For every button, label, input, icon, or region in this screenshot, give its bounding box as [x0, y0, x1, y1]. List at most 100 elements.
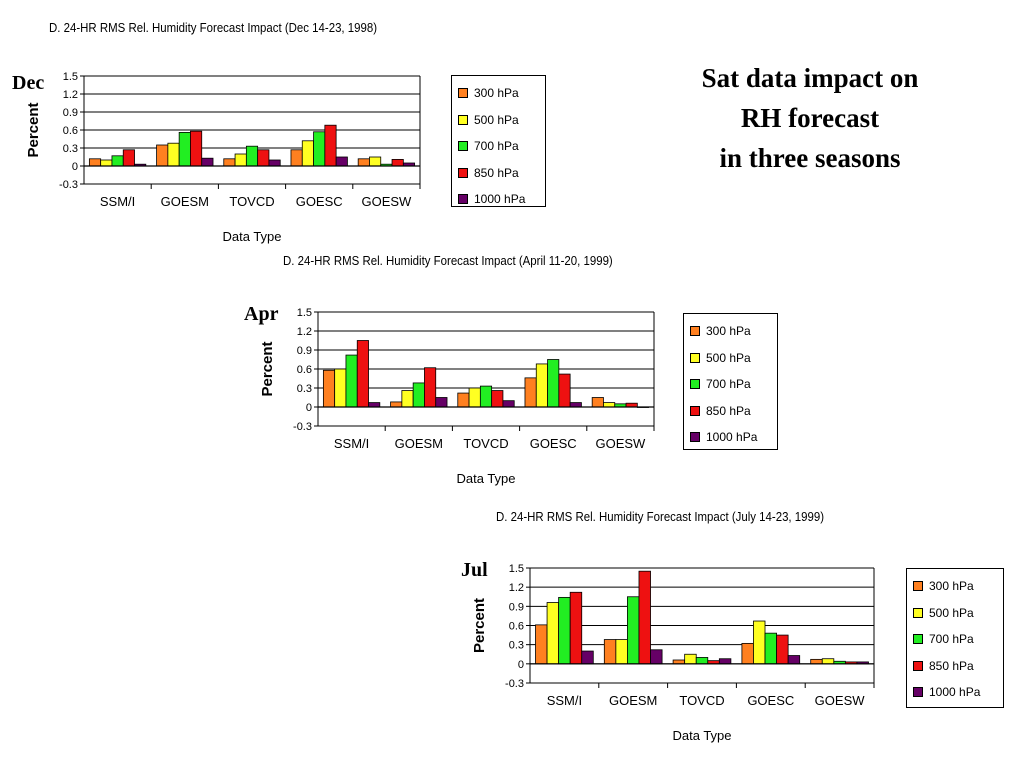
- legend-item: 700 hPa: [458, 133, 545, 160]
- x-tick-label: GOESW: [361, 194, 412, 209]
- x-tick-label: GOESC: [296, 194, 343, 209]
- y-tick-label: 0.6: [63, 125, 78, 137]
- legend-swatch: [690, 352, 700, 363]
- x-tick-label: TOVCD: [229, 194, 274, 209]
- y-tick-label: 1.2: [297, 326, 312, 338]
- x-axis-label: Data Type: [456, 471, 515, 486]
- x-tick-label: GOESM: [161, 194, 209, 209]
- y-tick-label: 0: [72, 161, 78, 173]
- bar-jul-ssmi-s1: [546, 602, 560, 665]
- y-axis-label: Percent: [259, 341, 276, 396]
- y-tick-label: -0.3: [505, 678, 524, 690]
- bar-jul-goesm-s3: [638, 570, 651, 665]
- legend-item: 850 hPa: [913, 653, 1003, 680]
- chart-title-dec: D. 24-HR RMS Rel. Humidity Forecast Impa…: [49, 20, 378, 35]
- y-tick-label: 0: [306, 402, 312, 414]
- x-tick-label: GOESW: [815, 693, 866, 708]
- legend-swatch: [458, 167, 468, 178]
- legend-item: 700 hPa: [690, 371, 777, 398]
- y-tick-label: 0.9: [297, 345, 312, 357]
- legend-label: 300 hPa: [474, 86, 519, 101]
- legend-apr: 300 hPa 500 hPa 700 hPa 850 hPa 1000 hPa: [683, 313, 778, 450]
- legend-dec: 300 hPa 500 hPa 700 hPa 850 hPa 1000 hPa: [451, 75, 546, 207]
- x-tick-label: SSM/I: [100, 194, 135, 209]
- y-tick-label: 0: [518, 659, 524, 671]
- x-tick-label: GOESM: [395, 436, 443, 451]
- legend-label: 1000 hPa: [474, 192, 526, 207]
- legend-label: 700 hPa: [706, 377, 751, 392]
- bar-jul-goesm-s0: [603, 639, 617, 665]
- slide-title-line-1: Sat data impact on: [701, 63, 919, 93]
- legend-swatch: [913, 634, 923, 645]
- x-tick-label: SSM/I: [334, 436, 369, 451]
- chart-title-jul: D. 24-HR RMS Rel. Humidity Forecast Impa…: [496, 509, 825, 524]
- legend-swatch: [458, 114, 468, 125]
- x-axis-label: Data Type: [222, 229, 281, 244]
- bar-jul-tovcd-s4: [718, 658, 732, 665]
- legend-item: 300 hPa: [913, 573, 1003, 600]
- season-label-dec: Dec: [12, 72, 45, 94]
- bar-jul-goesm-s1: [615, 639, 628, 665]
- legend-item: 300 hPa: [690, 318, 777, 345]
- x-tick-label: GOESC: [530, 436, 577, 451]
- legend-label: 500 hPa: [929, 605, 974, 620]
- legend-item: 500 hPa: [458, 107, 545, 134]
- legend-jul: 300 hPa 500 hPa 700 hPa 850 hPa 1000 hPa: [906, 568, 1004, 708]
- legend-item: 1000 hPa: [458, 186, 545, 213]
- slide-title-line-2: RH forecast: [740, 103, 880, 133]
- legend-swatch: [913, 607, 923, 618]
- legend-swatch: [690, 405, 700, 416]
- x-tick-label: TOVCD: [463, 436, 508, 451]
- x-tick-label: TOVCD: [679, 693, 724, 708]
- legend-swatch: [458, 194, 468, 205]
- legend-swatch: [913, 660, 923, 671]
- slide-title-line-3: in three seasons: [719, 143, 901, 173]
- bar-jul-goesc-s4: [787, 655, 801, 665]
- y-tick-label: 1.5: [63, 71, 78, 83]
- y-tick-label: 1.2: [63, 89, 78, 101]
- y-axis-label: Percent: [471, 598, 488, 653]
- legend-label: 1000 hPa: [706, 430, 758, 445]
- season-label-apr: Apr: [244, 303, 279, 325]
- legend-label: 300 hPa: [929, 579, 974, 594]
- legend-swatch: [690, 432, 700, 443]
- bar-jul-tovcd-s2: [695, 657, 709, 665]
- legend-label: 500 hPa: [474, 112, 519, 127]
- y-tick-label: -0.3: [293, 421, 312, 433]
- y-tick-label: 1.5: [509, 563, 524, 575]
- legend-swatch: [690, 379, 700, 390]
- bar-jul-ssmi-s2: [558, 596, 571, 665]
- bar-jul-goesc-s1: [753, 620, 766, 665]
- legend-label: 700 hPa: [929, 632, 974, 647]
- bar-jul-ssmi-s4: [581, 650, 594, 665]
- chart-title-apr: D. 24-HR RMS Rel. Humidity Forecast Impa…: [283, 253, 613, 268]
- x-tick-label: GOESW: [595, 436, 646, 451]
- bar-jul-goesm-s2: [627, 596, 640, 665]
- bar-jul-goesw-s0: [810, 658, 823, 665]
- legend-item: 850 hPa: [458, 160, 545, 187]
- legend-item: 1000 hPa: [690, 424, 777, 451]
- legend-item: 300 hPa: [458, 80, 545, 107]
- slide-title: Sat data impact on RH forecast in three …: [640, 58, 980, 178]
- y-tick-label: -0.3: [59, 179, 78, 191]
- legend-label: 850 hPa: [929, 658, 974, 673]
- legend-item: 1000 hPa: [913, 679, 1003, 706]
- y-tick-label: 0.9: [509, 601, 524, 613]
- y-tick-label: 0.3: [509, 640, 524, 652]
- legend-item: 850 hPa: [690, 398, 777, 425]
- bar-jul-tovcd-s1: [684, 653, 697, 665]
- y-tick-label: 1.5: [297, 307, 312, 319]
- legend-swatch: [913, 687, 923, 698]
- legend-label: 850 hPa: [706, 403, 751, 418]
- legend-swatch: [458, 88, 468, 99]
- y-tick-label: 1.2: [509, 582, 524, 594]
- y-tick-label: 0.3: [297, 383, 312, 395]
- legend-label: 700 hPa: [474, 139, 519, 154]
- legend-label: 300 hPa: [706, 324, 751, 339]
- bar-jul-ssmi-s0: [535, 624, 548, 665]
- y-axis-label: Percent: [25, 102, 42, 157]
- legend-label: 850 hPa: [474, 165, 519, 180]
- legend-item: 500 hPa: [690, 345, 777, 372]
